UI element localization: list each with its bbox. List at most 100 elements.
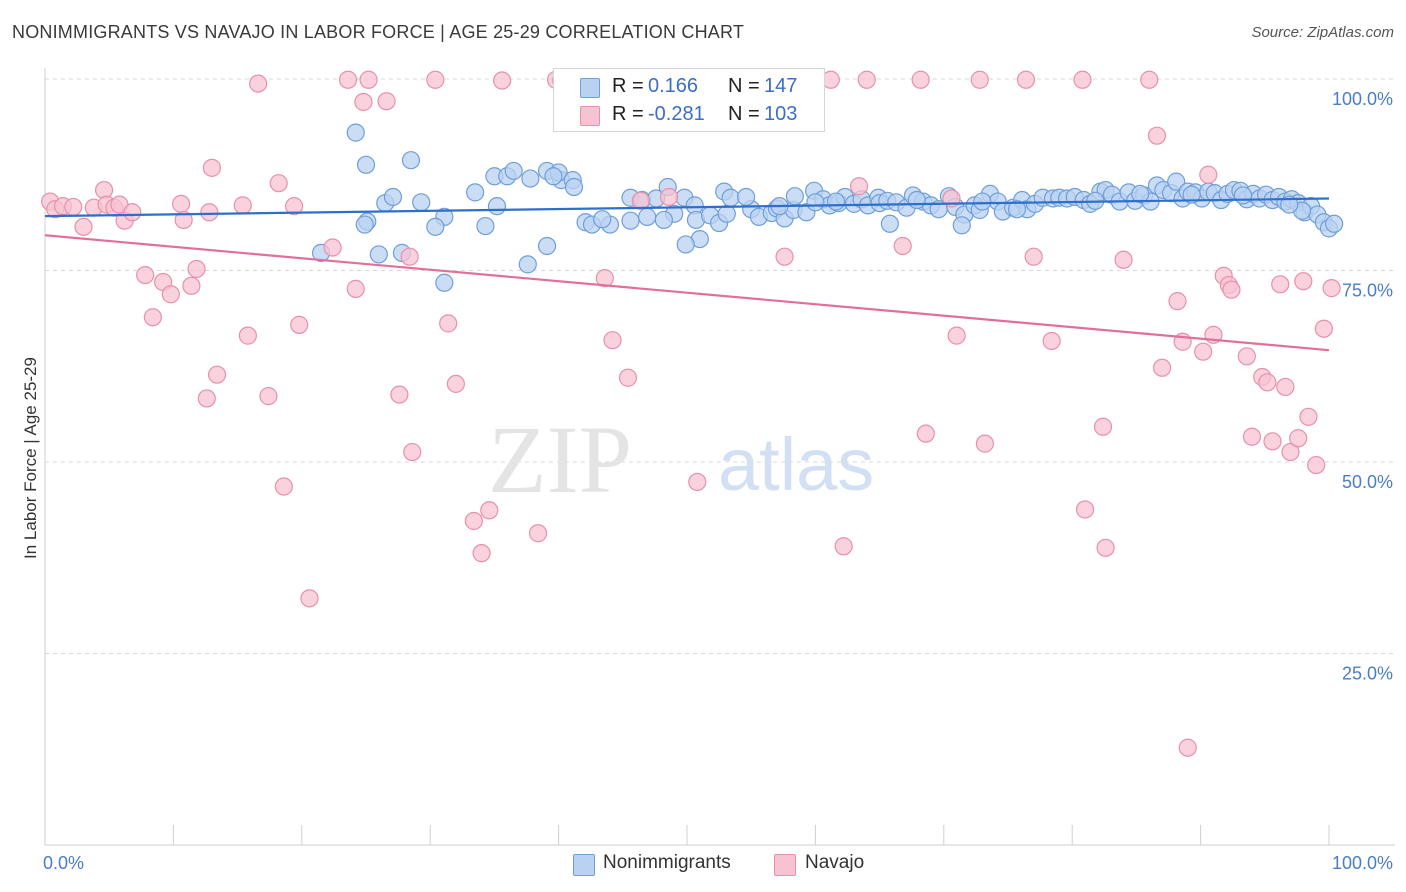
point-navajo: [528, 524, 548, 543]
point-navajo: [446, 374, 465, 393]
point-navajo: [1294, 272, 1313, 291]
point-navajo: [1281, 442, 1300, 462]
point-navajo: [182, 276, 201, 295]
point-navajo: [1073, 70, 1092, 89]
y-tick-label: 25.0%: [1342, 664, 1393, 684]
legend-r-label: R =: [612, 103, 644, 125]
trend-line-nonimmigrants: [44, 197, 1330, 218]
zipatlas-watermark: ZIP atlas: [488, 406, 874, 513]
point-navajo: [1199, 165, 1218, 184]
y-axis-title: In Labor Force | Age 25-29: [21, 357, 40, 559]
point-navajo: [1263, 432, 1282, 451]
point-nonimmigrants: [973, 192, 992, 211]
point-nonimmigrants: [369, 245, 388, 264]
chart-title: NONIMMIGRANTS VS NAVAJO IN LABOR FORCE |…: [12, 22, 745, 42]
point-navajo: [975, 434, 994, 453]
point-navajo: [775, 247, 794, 266]
point-nonimmigrants: [487, 197, 507, 216]
point-navajo: [1307, 455, 1326, 475]
point-nonimmigrants: [504, 161, 523, 181]
point-nonimmigrants: [476, 216, 495, 236]
point-navajo: [1168, 292, 1187, 311]
point-navajo: [249, 74, 268, 93]
legend-r-label: R =: [612, 75, 644, 97]
legend-n-label: N =: [728, 75, 760, 97]
point-navajo: [136, 265, 155, 285]
point-navajo: [172, 194, 191, 213]
point-navajo: [1242, 427, 1262, 446]
legend-row-nonimmigrants: R = 0.166 N = 147: [554, 74, 824, 100]
legend-label-nonimmigrants: Nonimmigrants: [603, 852, 731, 873]
trend-lines: [44, 197, 1330, 352]
point-navajo: [472, 544, 491, 563]
point-navajo: [346, 279, 365, 298]
point-nonimmigrants: [826, 192, 846, 211]
point-navajo: [1075, 500, 1095, 519]
point-nonimmigrants: [736, 187, 756, 207]
point-navajo: [290, 315, 309, 334]
point-navajo: [400, 247, 419, 266]
point-navajo: [187, 259, 206, 279]
point-nonimmigrants: [880, 214, 899, 233]
legend-row-navajo: R = -0.281 N = 103: [554, 102, 824, 128]
trend-line-navajo: [44, 234, 1330, 352]
point-navajo: [64, 197, 83, 217]
point-navajo: [202, 158, 222, 177]
point-navajo: [1271, 275, 1290, 294]
watermark-zip: ZIP: [488, 406, 632, 513]
point-navajo: [439, 314, 458, 333]
point-navajo: [161, 285, 180, 304]
point-nonimmigrants: [638, 207, 657, 226]
point-navajo: [1299, 407, 1318, 426]
point-navajo: [1322, 279, 1341, 298]
point-nonimmigrants: [1167, 172, 1186, 191]
point-navajo: [1178, 738, 1197, 757]
legend-swatch-blue: [580, 78, 600, 98]
point-navajo: [390, 385, 409, 404]
legend-n-value: 147: [764, 75, 798, 97]
correlation-legend: R = 0.166 N = 147 R = -0.281 N = 103: [553, 68, 825, 132]
nonimmigrants-series: [311, 123, 1344, 292]
point-navajo: [143, 308, 162, 327]
point-navajo: [1314, 319, 1333, 338]
point-nonimmigrants: [521, 169, 540, 188]
point-navajo: [238, 326, 257, 345]
point-nonimmigrants: [383, 187, 403, 207]
x-tick-label: 100.0%: [1332, 853, 1393, 873]
point-navajo: [618, 368, 638, 387]
point-navajo: [893, 236, 912, 256]
point-navajo: [1016, 70, 1036, 89]
point-navajo: [1276, 377, 1295, 397]
point-navajo: [970, 70, 989, 89]
legend-r-value: -0.281: [648, 103, 705, 125]
legend-swatch-navajo: [774, 854, 796, 876]
point-nonimmigrants: [721, 188, 740, 207]
point-navajo: [200, 203, 219, 222]
point-navajo: [480, 501, 499, 520]
point-nonimmigrants: [952, 216, 971, 235]
point-navajo: [197, 389, 216, 408]
source-label: Source: ZipAtlas.com: [1251, 24, 1394, 41]
point-navajo: [284, 197, 304, 216]
point-navajo: [834, 537, 853, 556]
series-legend: Nonimmigrants Navajo: [0, 852, 1406, 878]
point-nonimmigrants: [435, 273, 454, 292]
grid-lines: [45, 78, 1395, 654]
point-nonimmigrants: [426, 217, 445, 236]
point-navajo: [403, 442, 422, 462]
point-navajo: [274, 477, 293, 496]
point-navajo: [857, 70, 876, 89]
y-tick-label: 75.0%: [1342, 281, 1393, 301]
point-navajo: [947, 326, 966, 345]
point-navajo: [1096, 538, 1115, 557]
point-navajo: [595, 269, 614, 288]
axis-labels: 25.0% 50.0% 75.0% 100.0% 0.0% 100.0% In Labor …: [21, 89, 1393, 873]
point-navajo: [1258, 373, 1277, 392]
point-navajo: [916, 424, 935, 443]
point-navajo: [174, 210, 193, 230]
point-nonimmigrants: [1325, 214, 1344, 233]
point-nonimmigrants: [654, 210, 673, 230]
point-nonimmigrants: [593, 210, 612, 229]
navajo-series: [41, 70, 1341, 757]
